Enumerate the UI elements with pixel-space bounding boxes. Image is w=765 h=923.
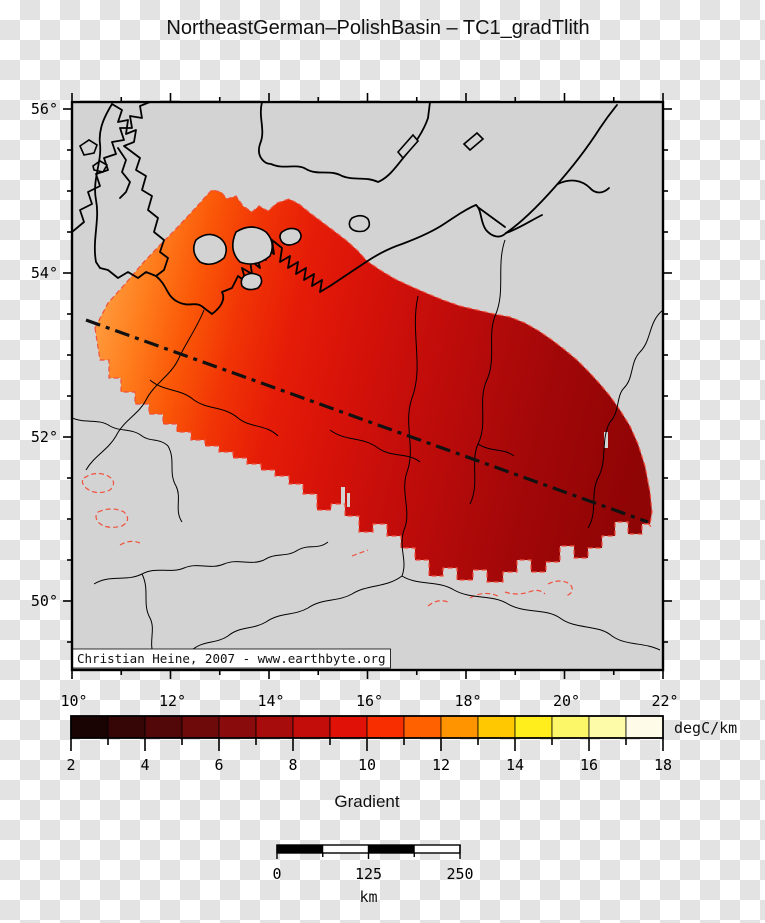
lon-tick-label: 20°: [553, 692, 580, 710]
lon-tick-label: 16°: [356, 692, 383, 710]
colorbar-tick-label: 12: [432, 756, 450, 774]
colorbar-segments: [70, 715, 664, 739]
fyn-island: [192, 233, 228, 266]
colorbar-segment: [329, 715, 368, 739]
colorbar-tick-label: 4: [140, 756, 149, 774]
figure-title: NortheastGerman–PolishBasin – TC1_gradTl…: [166, 17, 589, 39]
polish-ne-coast: [475, 104, 618, 238]
colorbar-segment: [107, 715, 146, 739]
colorbar-segment: [403, 715, 442, 739]
norway-coast: [72, 102, 151, 233]
colorbar-segment: [588, 715, 627, 739]
german-baltic-coast: [155, 204, 477, 315]
scalebar-labels: 0 125 250: [272, 865, 473, 883]
colorbar-unit-label: degC/km: [674, 719, 737, 737]
colorbar-title: Gradient: [334, 792, 399, 811]
zealand-island: [232, 226, 274, 265]
transect-line: [85, 318, 649, 524]
colorbar-segment: [70, 715, 109, 739]
lon-tick-label: 22°: [651, 692, 678, 710]
bornholm-island: [348, 214, 371, 233]
vistula-lagoon: [505, 214, 543, 234]
colorbar-tick-label: 18: [654, 756, 672, 774]
gotland-island: [462, 131, 485, 152]
basin-dashed-outline: [94, 189, 653, 583]
lat-tick-label: 50°: [31, 592, 58, 610]
lat-tick-label: 52°: [31, 428, 58, 446]
colorbar-tick-label: 16: [580, 756, 598, 774]
colorbar-segment: [181, 715, 220, 739]
lat-tick-label: 54°: [31, 264, 58, 282]
colorbar-segment: [514, 715, 553, 739]
colorbar-segment: [218, 715, 257, 739]
oland-island: [396, 133, 420, 160]
scalebar-label: 0: [272, 865, 281, 883]
scalebar-segment: [368, 844, 415, 854]
scalebar-label: 125: [355, 865, 382, 883]
colorbar-segment: [440, 715, 479, 739]
colorbar-tick-label: 2: [66, 756, 75, 774]
basin-data-gaps: [341, 432, 608, 507]
lon-tick-label: 14°: [257, 692, 284, 710]
colorbar-tick-label: 6: [214, 756, 223, 774]
colorbar-segment: [477, 715, 516, 739]
colorbar-tick-label: 8: [288, 756, 297, 774]
colorbar-segment: [625, 715, 664, 739]
coastlines: [72, 102, 618, 315]
colorbar-segment: [255, 715, 294, 739]
colorbar-tick-label: 14: [506, 756, 524, 774]
jutland-peninsula: [93, 103, 169, 279]
scalebar-ticks: [276, 845, 461, 859]
small-island: [78, 139, 98, 156]
colorbar-ticks: [70, 738, 664, 751]
fjord-inlet: [117, 147, 131, 199]
scalebar-segment: [413, 844, 461, 854]
colorbar-tick-labels: 2 4 6 8 10 12 14 16 18: [66, 756, 672, 774]
colorbar-segment: [292, 715, 331, 739]
colorbar-tick-label: 10: [358, 756, 376, 774]
small-island: [279, 227, 302, 246]
borders-and-rivers: [72, 239, 663, 657]
map-content: Christian Heine, 2007 - www.earthbyte.or…: [72, 102, 663, 669]
scalebar-segment: [322, 844, 369, 854]
hel-spit: [478, 207, 506, 228]
colorbar-segment: [551, 715, 590, 739]
scalebar-segment: [276, 844, 324, 854]
colorbar-segment: [144, 715, 183, 739]
curonian-lagoon: [557, 179, 610, 194]
lon-tick-label: 10°: [60, 692, 87, 710]
lat-tick-label: 56°: [31, 100, 58, 118]
scalebar-unit-label: km: [359, 888, 377, 906]
axis-ticks: [63, 93, 672, 679]
colorbar-segment: [366, 715, 405, 739]
axis-labels: 10° 12° 14° 16° 18° 20° 22° 56° 54° 52° 50°: [31, 100, 679, 710]
lon-tick-label: 18°: [454, 692, 481, 710]
attribution-text: Christian Heine, 2007 - www.earthbyte.or…: [77, 651, 386, 666]
lon-tick-label: 12°: [159, 692, 186, 710]
scalebar-label: 250: [446, 865, 473, 883]
small-island: [240, 272, 263, 291]
basin-region: [95, 190, 652, 582]
